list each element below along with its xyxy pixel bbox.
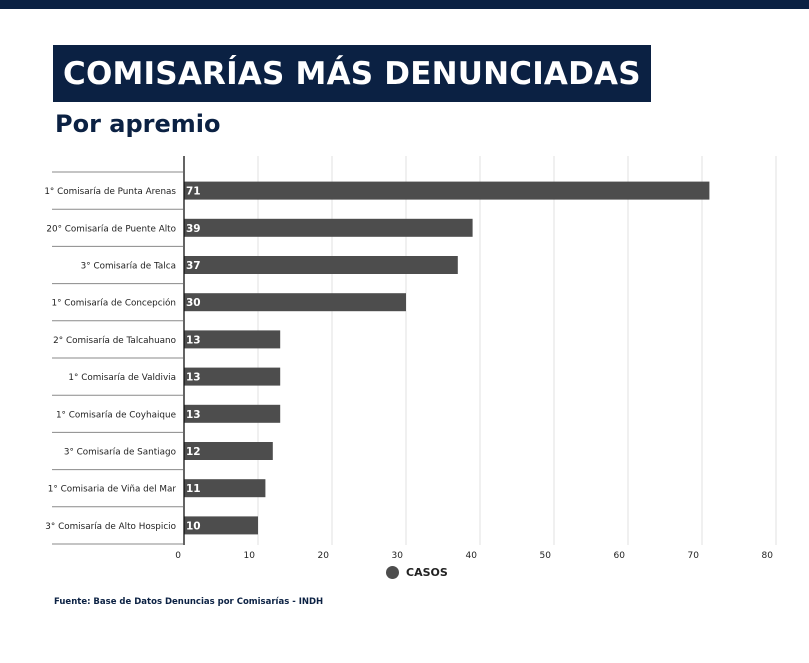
category-label: 2° Comisaría de Talcahuano: [53, 336, 176, 346]
top-accent-bar: [0, 0, 809, 9]
data-label: 71: [186, 186, 201, 198]
data-label: 37: [186, 260, 201, 272]
data-label: 13: [186, 372, 201, 384]
legend-label: CASOS: [406, 566, 448, 579]
legend-marker: [386, 566, 399, 579]
data-label: 13: [186, 409, 201, 421]
x-tick-label: 20: [318, 551, 330, 561]
bar: [184, 218, 473, 237]
category-label: 3° Comisaría de Santiago: [64, 448, 176, 458]
bar: [184, 442, 273, 460]
category-label: 3° Comisaría de Alto Hospicio: [45, 522, 176, 532]
bar: [184, 330, 281, 349]
x-tick-label: 0: [175, 551, 181, 561]
x-tick-label: 80: [762, 551, 774, 561]
bar: [184, 516, 258, 535]
data-label: 39: [186, 223, 201, 235]
x-tick-label: 70: [688, 551, 700, 561]
data-label: 13: [186, 334, 201, 346]
x-axis-ticks: 0 10 20 30 40 50 60 70 80: [175, 551, 773, 561]
bar: [184, 479, 266, 498]
data-label: 30: [186, 297, 201, 309]
bars: 71 39 37 30 13 13 13 12 11 10: [183, 156, 710, 545]
category-label: 1° Comisaria de Viña del Mar: [48, 485, 177, 495]
x-tick-label: 30: [392, 551, 404, 561]
x-tick-label: 10: [244, 551, 256, 561]
category-label: 1° Comisaría de Concepción: [51, 298, 176, 309]
category-label: 20° Comisaría de Puente Alto: [46, 224, 176, 234]
category-label: 3° Comisaría de Talca: [81, 262, 176, 272]
category-label: 1° Comisaría de Punta Arenas: [44, 187, 176, 197]
x-tick-label: 50: [540, 551, 552, 561]
bar: [184, 293, 406, 312]
data-label: 10: [186, 520, 201, 532]
category-label: 1° Comisaría de Valdivia: [68, 373, 176, 383]
bar: [184, 256, 458, 274]
x-tick-label: 60: [614, 551, 626, 561]
legend: CASOS: [386, 566, 448, 579]
source-note: Fuente: Base de Datos Denuncias por Comi…: [54, 597, 324, 607]
category-label: 1° Comisaría de Coyhaique: [56, 410, 176, 420]
data-label: 11: [186, 483, 201, 495]
chart-subtitle: Por apremio: [55, 110, 221, 138]
chart-title: COMISARÍAS MÁS DENUNCIADAS: [53, 45, 651, 102]
bar: [184, 367, 281, 386]
bar: [184, 181, 710, 200]
category-labels: 1° Comisaría de Punta Arenas 20° Comisarí…: [44, 171, 183, 545]
x-tick-label: 40: [466, 551, 478, 561]
bar: [184, 404, 281, 423]
gridlines: [257, 156, 777, 545]
data-label: 12: [186, 446, 201, 458]
